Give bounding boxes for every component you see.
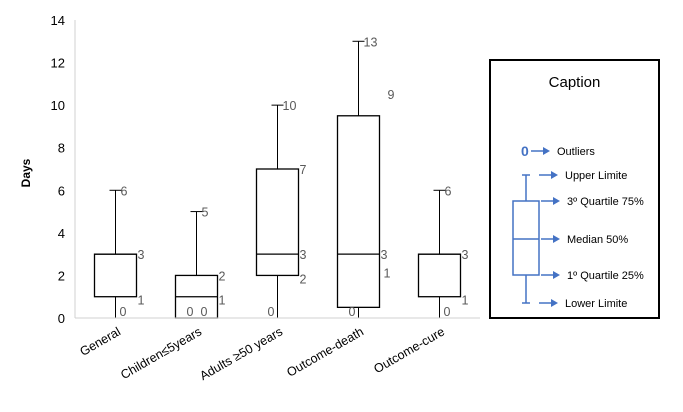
data-label: 6	[121, 184, 128, 198]
y-axis-title: Days	[19, 158, 33, 187]
x-category-label: General	[77, 324, 123, 358]
y-axis: 0 2 4 6 8 10 12 14 Days	[19, 13, 76, 326]
data-label: 1	[462, 294, 469, 308]
data-label: 2	[300, 272, 307, 286]
data-label: 0	[349, 305, 356, 319]
data-label: 5	[202, 206, 209, 220]
box-4: 13 9 3 1 0	[336, 35, 395, 319]
x-category-label: Children≤5years	[118, 324, 204, 382]
box-5: 6 3 10	[417, 184, 469, 319]
legend-title: Caption	[548, 74, 601, 91]
y-tick-label: 0	[58, 311, 65, 326]
caption-legend: Caption 0 Outliers Upper Limite 3º Quartile…	[489, 59, 660, 319]
legend-item-label: 1º Quartile 25%	[567, 270, 644, 282]
data-label: 6	[445, 184, 452, 198]
legend-arrow-head	[553, 235, 560, 243]
x-category-label: Outcome-death	[284, 324, 366, 379]
iqr-box	[93, 253, 138, 298]
data-label: 0	[444, 305, 451, 319]
legend-arrow-head	[553, 271, 560, 279]
y-tick-label: 2	[58, 268, 65, 283]
legend-item-label: Upper Limite	[565, 170, 627, 182]
box-3: 10 7 3 2 0	[255, 99, 307, 319]
data-label: 1	[138, 294, 145, 308]
iqr-box	[417, 253, 462, 298]
data-label: 3	[462, 248, 469, 262]
data-label: 1	[384, 267, 391, 281]
y-tick-label: 14	[51, 13, 65, 28]
legend-outlier-symbol: 0	[521, 143, 529, 159]
y-tick-label: 12	[51, 56, 65, 71]
y-tick-label: 4	[58, 226, 65, 241]
legend-box	[512, 200, 540, 276]
x-category-label: Adults ≥50 years	[197, 324, 285, 383]
legend-arrow-head	[551, 171, 558, 179]
data-label: 3	[381, 248, 388, 262]
legend-arrow-head	[553, 197, 560, 205]
data-label: 3	[138, 248, 145, 262]
y-tick-label: 8	[58, 141, 65, 156]
legend-arrow-head	[543, 147, 550, 155]
legend-graphic: 0 Outliers Upper Limite 3º Quartile 75% Medi…	[512, 143, 644, 310]
data-label: 0	[268, 305, 275, 319]
iqr-box	[336, 115, 381, 309]
data-label: 3	[300, 248, 307, 262]
data-label: 1	[219, 294, 226, 308]
data-label: 0	[187, 305, 194, 319]
data-label: 0	[201, 305, 208, 319]
data-label: 13	[364, 35, 378, 49]
legend-item-label: Median 50%	[567, 234, 628, 246]
x-category-label: Outcome-cure	[371, 324, 447, 376]
y-tick-label: 6	[58, 183, 65, 198]
y-tick-label: 10	[51, 98, 65, 113]
iqr-box	[255, 168, 300, 277]
legend-item-label: Lower Limite	[565, 298, 627, 310]
legend-item-label: 3º Quartile 75%	[567, 196, 644, 208]
data-label: 2	[219, 269, 226, 283]
data-label: 7	[300, 163, 307, 177]
legend-arrow-head	[551, 299, 558, 307]
box-1: 6 3 10	[93, 184, 145, 319]
data-label: 0	[120, 305, 127, 319]
data-label: 9	[388, 88, 395, 102]
data-label: 10	[283, 99, 297, 113]
legend-item-label: Outliers	[557, 146, 595, 158]
